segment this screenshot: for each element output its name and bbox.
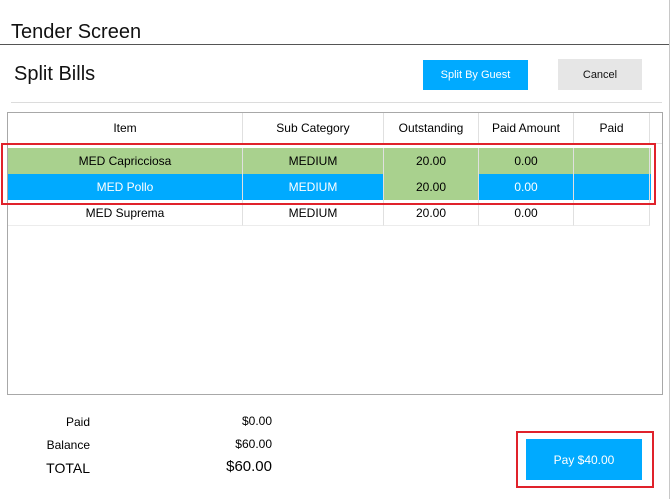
- column-header-sub-category[interactable]: Sub Category: [243, 113, 384, 143]
- table-header: Item Sub Category Outstanding Paid Amoun…: [8, 113, 662, 144]
- cell-paid-amount: 0.00: [479, 174, 574, 200]
- cell-paid: [574, 148, 650, 174]
- cell-outstanding: 20.00: [384, 200, 479, 226]
- cell-item: MED Capricciosa: [8, 148, 243, 174]
- column-header-paid[interactable]: Paid: [574, 113, 650, 143]
- cell-sub-category: MEDIUM: [243, 174, 384, 200]
- table-row[interactable]: MED Capricciosa MEDIUM 20.00 0.00: [8, 148, 651, 174]
- pay-button[interactable]: Pay $40.00: [526, 439, 642, 480]
- window-title: Tender Screen: [11, 21, 142, 43]
- cell-item: MED Suprema: [8, 200, 243, 226]
- paid-label: Paid: [65, 415, 90, 429]
- cell-paid-amount: 0.00: [479, 200, 574, 226]
- split-by-guest-button[interactable]: Split By Guest: [423, 60, 528, 90]
- balance-label: Balance: [46, 438, 90, 452]
- table-row[interactable]: MED Suprema MEDIUM 20.00 0.00: [8, 200, 651, 226]
- balance-value: $60.00: [235, 437, 272, 451]
- cancel-button[interactable]: Cancel: [558, 59, 642, 90]
- column-header-outstanding[interactable]: Outstanding: [384, 113, 479, 143]
- cell-sub-category: MEDIUM: [243, 200, 384, 226]
- cell-outstanding: 20.00: [384, 148, 479, 174]
- column-header-item[interactable]: Item: [8, 113, 243, 143]
- header-divider: [11, 102, 662, 103]
- total-label: TOTAL: [46, 460, 90, 476]
- total-value: $60.00: [226, 458, 272, 475]
- cell-paid: [574, 200, 650, 226]
- cell-outstanding: 20.00: [384, 174, 479, 200]
- column-header-paid-amount[interactable]: Paid Amount: [479, 113, 574, 143]
- table-row[interactable]: MED Pollo MEDIUM 20.00 0.00: [8, 174, 651, 200]
- paid-value: $0.00: [241, 414, 272, 428]
- cell-paid: [574, 174, 650, 200]
- cell-paid-amount: 0.00: [479, 148, 574, 174]
- cell-sub-category: MEDIUM: [243, 148, 384, 174]
- title-divider: [0, 44, 670, 45]
- cell-item: MED Pollo: [8, 174, 243, 200]
- items-table: Item Sub Category Outstanding Paid Amoun…: [7, 112, 663, 395]
- pay-button-highlight: [516, 431, 654, 488]
- page-title: Split Bills: [14, 63, 96, 85]
